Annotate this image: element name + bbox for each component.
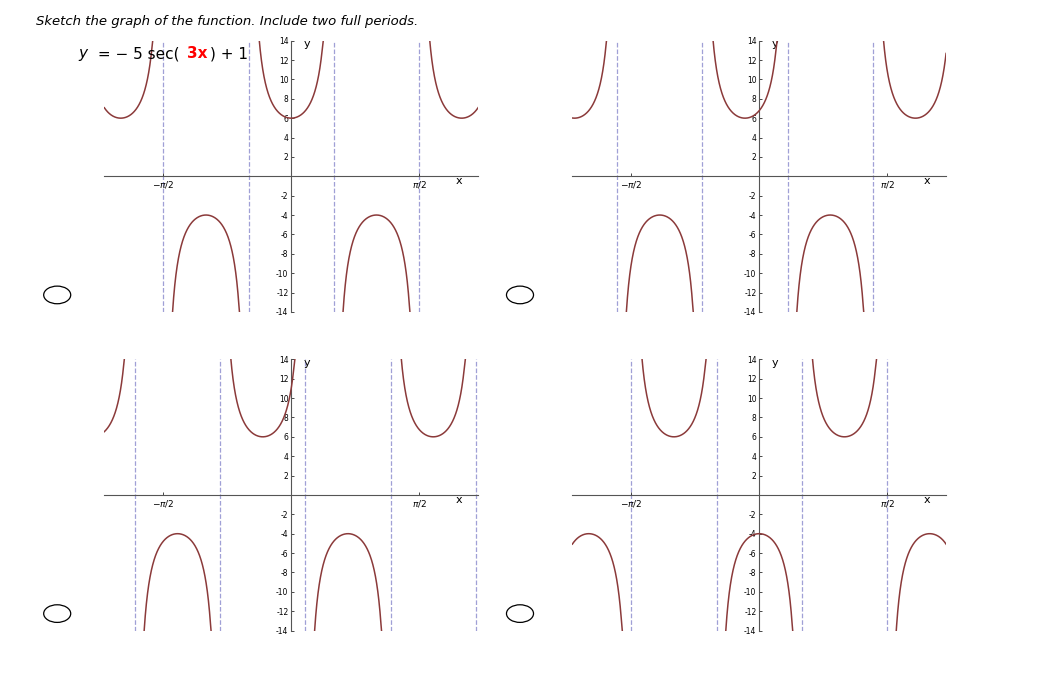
Text: Sketch the graph of the function. Include two full periods.: Sketch the graph of the function. Includ…: [36, 15, 419, 28]
Text: y: y: [772, 358, 778, 368]
Text: y: y: [304, 39, 310, 49]
Text: x: x: [924, 176, 931, 186]
Text: ) + 1: ) + 1: [210, 46, 249, 61]
Text: y: y: [304, 358, 310, 368]
Text: y: y: [772, 39, 778, 49]
Text: 3x: 3x: [187, 46, 208, 61]
Text: x: x: [456, 176, 463, 186]
Text: y: y: [78, 46, 87, 61]
Text: x: x: [924, 495, 931, 504]
Text: x: x: [456, 495, 463, 504]
Text: = − 5 sec(: = − 5 sec(: [93, 46, 179, 61]
